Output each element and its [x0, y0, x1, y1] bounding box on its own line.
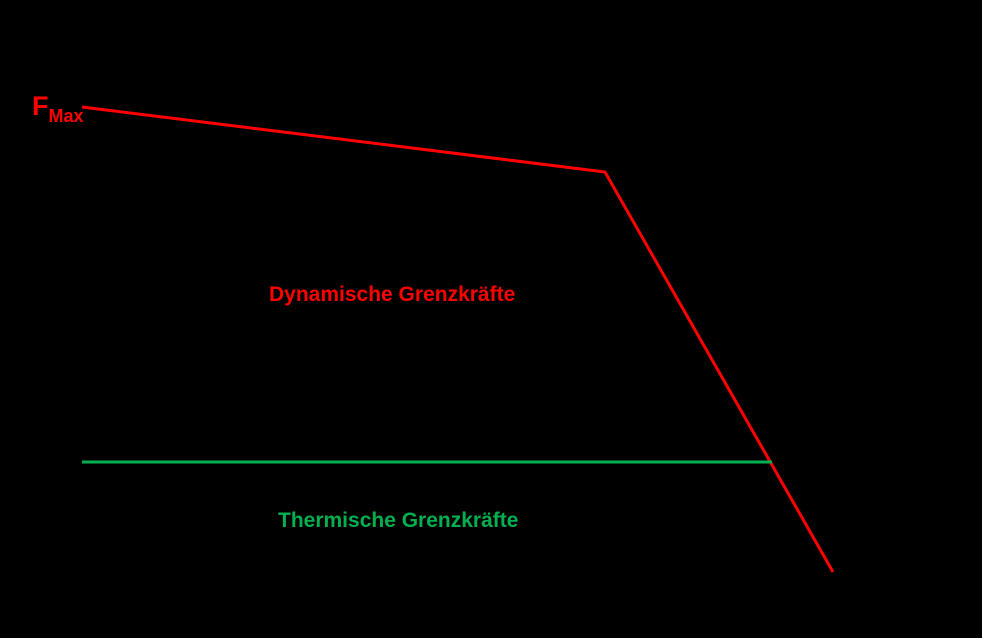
f-max-symbol: F — [32, 91, 49, 121]
f-max-label: FMax — [32, 91, 84, 126]
dynamic-limit-line — [81, 105, 835, 573]
thermal-limit-label: Thermische Grenzkräfte — [278, 509, 519, 532]
dynamic-limit-label: Dynamische Grenzkräfte — [269, 283, 516, 306]
f-max-subscript: Max — [48, 106, 84, 126]
